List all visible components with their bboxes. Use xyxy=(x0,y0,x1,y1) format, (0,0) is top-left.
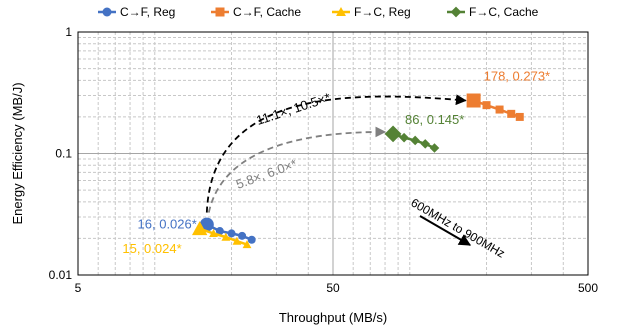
data-point xyxy=(102,7,112,17)
legend: C→F, Reg C→F, Cache F→C, Reg F→C, Cache xyxy=(98,5,539,19)
data-point xyxy=(227,229,236,238)
series-square xyxy=(466,93,524,121)
data-point xyxy=(515,112,524,121)
legend-label: F→C, Reg xyxy=(354,5,411,19)
data-series xyxy=(191,93,524,249)
data-point xyxy=(221,232,231,241)
legend-entry: C→F, Cache xyxy=(211,5,301,19)
y-tick-label: 0.1 xyxy=(55,147,72,161)
y-tick-label: 0.01 xyxy=(49,268,73,282)
legend-entry: F→C, Cache xyxy=(447,5,539,19)
series-triangle xyxy=(191,221,252,249)
data-point xyxy=(247,235,256,244)
data-point xyxy=(215,7,225,17)
data-label: 16, 0.026* xyxy=(138,217,197,232)
data-point xyxy=(242,240,252,249)
legend-entry: F→C, Reg xyxy=(332,5,411,19)
data-point xyxy=(450,6,462,18)
data-point xyxy=(399,132,409,143)
legend-label: F→C, Cache xyxy=(469,5,539,19)
data-point xyxy=(191,221,208,236)
data-point xyxy=(429,143,440,153)
x-tick-label: 500 xyxy=(578,281,598,295)
data-point xyxy=(410,135,420,146)
data-point xyxy=(482,101,491,110)
point-labels: 16, 0.026* 15, 0.024* 178, 0.273* 86, 0.145… xyxy=(122,69,550,256)
data-point xyxy=(384,125,402,143)
x-tick-label: 50 xyxy=(326,281,340,295)
data-point xyxy=(495,105,504,114)
data-point xyxy=(238,231,247,240)
data-point xyxy=(336,7,346,17)
arrow-reg-to-cache-fc xyxy=(207,126,387,213)
y-tick-label: 1 xyxy=(65,25,72,39)
data-point xyxy=(466,93,481,108)
series-diamond xyxy=(384,125,440,153)
data-label: 178, 0.273* xyxy=(484,69,551,84)
data-label: 15, 0.024* xyxy=(122,241,181,256)
data-point xyxy=(507,109,516,118)
data-point xyxy=(215,227,224,236)
data-point xyxy=(232,236,242,245)
y-axis-label: Energy Efficiency (MB/J) xyxy=(10,82,25,224)
data-point xyxy=(420,139,431,149)
axis-ticks: 5 50 500 0.01 0.1 1 xyxy=(49,25,599,295)
data-label: 86, 0.145* xyxy=(405,112,464,127)
chart-grid xyxy=(78,32,588,275)
x-tick-label: 5 xyxy=(75,281,82,295)
legend-label: C→F, Cache xyxy=(233,5,301,19)
legend-label: C→F, Reg xyxy=(120,5,175,19)
frequency-arrow xyxy=(419,215,472,246)
x-axis-label: Throughput (MB/s) xyxy=(279,310,387,325)
data-point xyxy=(209,228,218,237)
annotation-label: 600MHz to 900MHz xyxy=(409,195,508,260)
legend-entry: C→F, Reg xyxy=(98,5,175,19)
arrow-reg-to-cache-cf xyxy=(205,94,467,213)
plot-frame xyxy=(77,31,589,276)
